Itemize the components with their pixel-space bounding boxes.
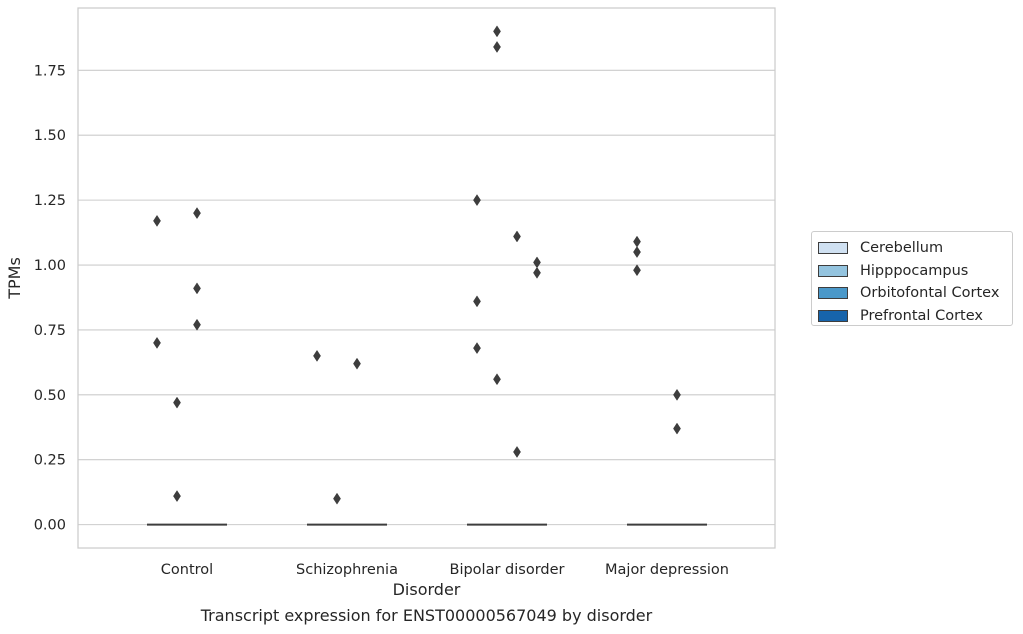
outlier-point-orbitofontal-cortex xyxy=(353,357,361,370)
legend-label-orbitofrontal-cortex: Orbitofontal Cortex xyxy=(860,285,1000,302)
outlier-point-hipppocampus xyxy=(173,490,181,503)
legend-label-hippocampus: Hipppocampus xyxy=(860,262,969,279)
y-tick-label: 1.00 xyxy=(34,258,66,274)
legend-item-prefrontal-cortex: Prefrontal Cortex xyxy=(818,305,1012,328)
plot-frame xyxy=(77,7,776,549)
outlier-point-cerebellum xyxy=(473,342,481,355)
figure-caption: Transcript expression for ENST0000056704… xyxy=(200,606,653,625)
legend-swatch-hippocampus xyxy=(818,264,848,277)
x-tick-label: Bipolar disorder xyxy=(450,562,565,578)
x-tick-label: Schizophrenia xyxy=(296,562,398,578)
outlier-point-orbitofontal-cortex xyxy=(193,318,201,331)
y-tick-label: 0.50 xyxy=(34,388,66,404)
x-tick-label: Major depression xyxy=(605,562,729,578)
outlier-point-cerebellum xyxy=(153,336,161,349)
y-tick-label: 1.50 xyxy=(34,128,66,144)
legend-swatch-orbitofrontal-cortex xyxy=(818,287,848,300)
legend-item-cerebellum: Cerebellum xyxy=(818,237,1012,260)
y-tick-label: 0.25 xyxy=(34,453,66,469)
outlier-point-orbitofontal-cortex xyxy=(193,207,201,220)
outlier-point-orbitofontal-cortex xyxy=(513,230,521,243)
legend-item-orbitofrontal-cortex: Orbitofontal Cortex xyxy=(818,282,1012,305)
outlier-point-hipppocampus xyxy=(333,492,341,505)
outlier-point-orbitofontal-cortex xyxy=(673,422,681,435)
outlier-point-cerebellum xyxy=(473,194,481,207)
outlier-point-hipppocampus xyxy=(493,25,501,38)
outlier-point-hipppocampus xyxy=(173,396,181,409)
legend-swatch-cerebellum xyxy=(818,242,848,255)
legend-label-prefrontal-cortex: Prefrontal Cortex xyxy=(860,307,983,324)
outlier-point-orbitofontal-cortex xyxy=(193,282,201,295)
x-tick-label: Control xyxy=(161,562,213,578)
x-axis-label: Disorder xyxy=(393,580,461,599)
outlier-point-cerebellum xyxy=(633,264,641,277)
x-tick-labels: Control Schizophrenia Bipolar disorder Majo… xyxy=(161,562,729,578)
outlier-point-prefrontal-cortex xyxy=(533,266,541,279)
outlier-point-cerebellum xyxy=(633,246,641,258)
y-axis-label: TPMs xyxy=(5,257,24,300)
y-tick-label: 0.00 xyxy=(34,518,66,534)
legend-swatch-prefrontal-cortex xyxy=(818,309,848,322)
legend-label-cerebellum: Cerebellum xyxy=(860,240,944,257)
legend: Cerebellum Hipppocampus Orbitofontal Cor… xyxy=(811,231,1013,326)
y-tick-label: 1.25 xyxy=(34,193,66,209)
y-tick-label: 0.75 xyxy=(34,323,66,339)
y-tick-label: 1.75 xyxy=(34,63,66,79)
outlier-point-cerebellum xyxy=(153,214,161,227)
legend-item-hippocampus: Hipppocampus xyxy=(818,260,1012,283)
outlier-point-orbitofontal-cortex xyxy=(513,445,521,458)
plot-area xyxy=(78,8,775,548)
outlier-point-cerebellum xyxy=(313,349,321,362)
outlier-point-cerebellum xyxy=(473,295,481,308)
outlier-point-hipppocampus xyxy=(493,40,501,53)
outlier-point-orbitofontal-cortex xyxy=(673,388,681,401)
outlier-points xyxy=(153,25,681,505)
outlier-point-hipppocampus xyxy=(493,373,501,386)
y-tick-labels: 0.00 0.25 0.50 0.75 1.00 1.25 1.50 1.75 xyxy=(34,63,66,533)
